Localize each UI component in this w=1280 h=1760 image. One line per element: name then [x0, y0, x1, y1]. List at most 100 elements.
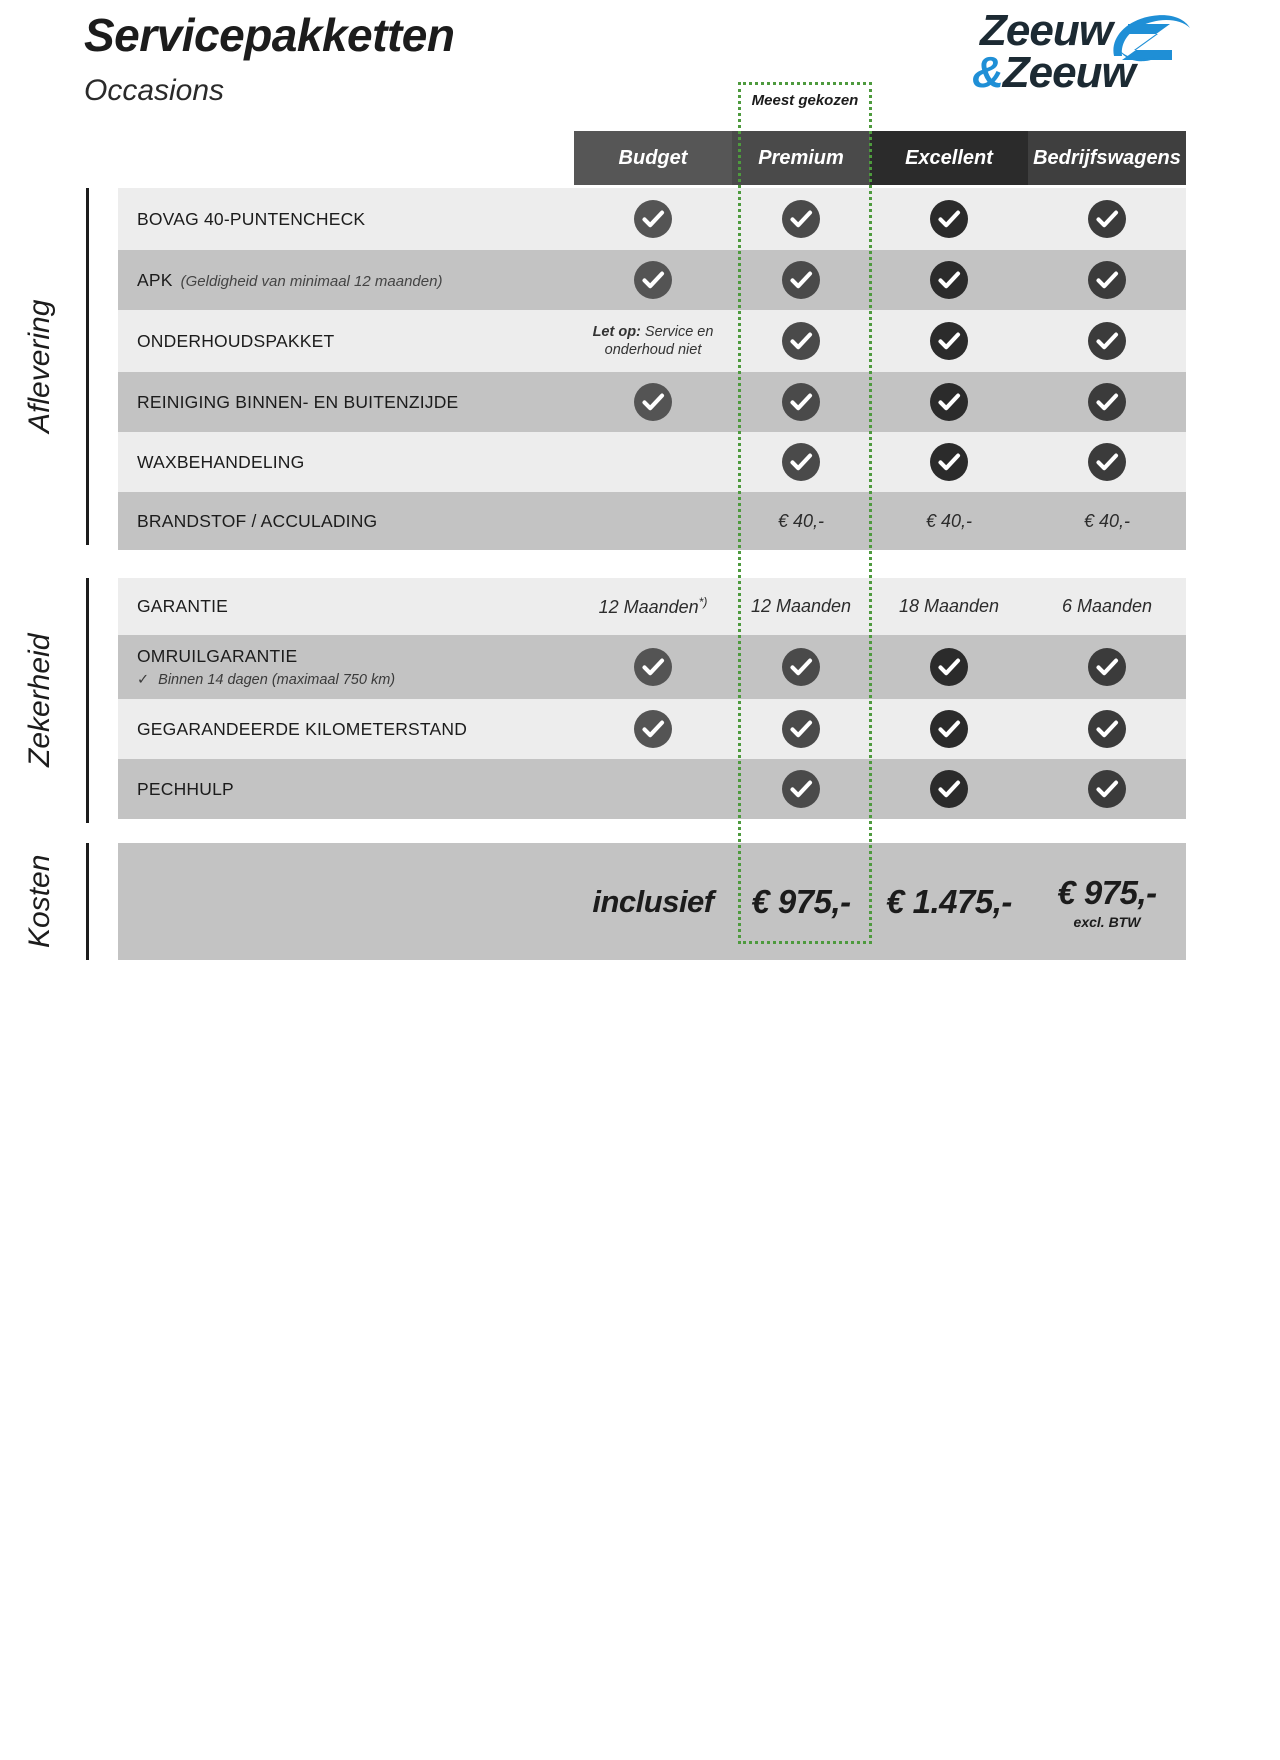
page-title: Servicepakketten: [84, 9, 455, 61]
rail-kosten: [86, 843, 89, 960]
cell-bedrijfswagens: [1028, 188, 1186, 250]
row-label-cell: REINIGING BINNEN- EN BUITENZIJDE: [118, 372, 574, 432]
check-icon: [634, 200, 672, 238]
rail-zekerheid: [86, 578, 89, 823]
column-header-budget[interactable]: Budget: [574, 131, 732, 185]
check-icon: [930, 322, 968, 360]
table-row: WAXBEHANDELING: [118, 432, 1186, 492]
cell-value: 12 Maanden: [750, 596, 852, 616]
check-icon: [1088, 710, 1126, 748]
cell-budget: [574, 492, 732, 550]
check-icon: [782, 770, 820, 808]
row-label-cell: BOVAG 40-PUNTENCHECK: [118, 188, 574, 250]
check-icon: [1088, 322, 1126, 360]
price-value: € 1.475,-: [886, 882, 1012, 920]
cell-value: € 40,-: [925, 510, 973, 531]
check-icon: [930, 261, 968, 299]
row-label-cell: OMRUILGARANTIE ✓ Binnen 14 dagen (maximaal…: [118, 635, 574, 699]
most-chosen-label: Meest gekozen: [751, 92, 859, 109]
cell-excellent: [870, 635, 1028, 699]
column-header-excellent[interactable]: Excellent: [870, 131, 1028, 185]
price-value: € 975,-: [751, 882, 851, 920]
check-icon: [1088, 383, 1126, 421]
check-icon-wrapper: [930, 383, 968, 421]
page-header: Servicepakketten Occasions: [0, 0, 1280, 130]
table-group-aflevering: BOVAG 40-PUNTENCHECK APK (Geldigheid van m…: [118, 188, 1186, 550]
check-icon: [930, 200, 968, 238]
table-row: REINIGING BINNEN- EN BUITENZIJDE: [118, 372, 1186, 432]
row-label-cell: GEGARANDEERDE KILOMETERSTAND: [118, 699, 574, 759]
check-icon: [782, 200, 820, 238]
row-label: REINIGING BINNEN- EN BUITENZIJDE: [137, 391, 459, 412]
cost-row: inclusief € 975,- € 1.475,- € 975,- excl. BT…: [118, 843, 1186, 960]
cell-premium: [732, 188, 870, 250]
check-icon-wrapper: [930, 648, 968, 686]
cell-excellent: [870, 250, 1028, 310]
check-icon: [1088, 261, 1126, 299]
row-sublabel: ✓ Binnen 14 dagen (maximaal 750 km): [137, 672, 396, 688]
cost-cell-budget: inclusief: [574, 843, 732, 960]
logo-line-2-text: Zeeuw: [1002, 48, 1136, 97]
table-row: ONDERHOUDSPAKKET Let op: Service en onder…: [118, 310, 1186, 372]
check-icon: [782, 261, 820, 299]
cell-bedrijfswagens: € 40,-: [1028, 492, 1186, 550]
check-icon-wrapper: [930, 322, 968, 360]
cost-cell-bedrijfswagens: € 975,- excl. BTW: [1028, 843, 1186, 960]
cell-premium: € 40,-: [732, 492, 870, 550]
cell-premium: [732, 372, 870, 432]
footnote-marker: *): [698, 595, 708, 609]
cell-budget: [574, 432, 732, 492]
table-row: APK (Geldigheid van minimaal 12 maanden): [118, 250, 1186, 310]
table-row: OMRUILGARANTIE ✓ Binnen 14 dagen (maximaal…: [118, 635, 1186, 699]
check-icon: [634, 383, 672, 421]
category-label-kosten: Kosten: [23, 854, 56, 949]
cell-bedrijfswagens: [1028, 372, 1186, 432]
row-label-cell: APK (Geldigheid van minimaal 12 maanden): [118, 250, 574, 310]
column-header-bedrijfswagens[interactable]: Bedrijfswagens: [1028, 131, 1186, 185]
check-icon: [1088, 200, 1126, 238]
logo-line-2: &Zeeuw: [972, 48, 1136, 98]
check-icon: [782, 322, 820, 360]
cell-bedrijfswagens: [1028, 310, 1186, 372]
cell-budget: 12 Maanden*): [574, 578, 732, 635]
table-row: PECHHULP: [118, 759, 1186, 819]
row-label: GARANTIE: [137, 596, 229, 616]
cell-premium: [732, 699, 870, 759]
check-icon-wrapper: [782, 200, 820, 238]
cell-budget: [574, 372, 732, 432]
check-icon: [930, 770, 968, 808]
check-icon-wrapper: [930, 261, 968, 299]
row-label: OMRUILGARANTIE: [137, 646, 298, 666]
rail-aflevering: [86, 188, 89, 545]
column-header-premium[interactable]: Premium: [732, 131, 870, 185]
check-icon: [1088, 770, 1126, 808]
check-icon-wrapper: [782, 322, 820, 360]
price-subnote: excl. BTW: [1073, 913, 1141, 930]
tick-icon: ✓: [137, 672, 150, 688]
check-icon-wrapper: [1088, 322, 1126, 360]
check-icon: [782, 383, 820, 421]
row-label-cell: WAXBEHANDELING: [118, 432, 574, 492]
cell-budget: [574, 699, 732, 759]
row-label: PECHHULP: [137, 778, 234, 799]
cell-excellent: [870, 432, 1028, 492]
logo-line-1: Zeeuw: [980, 6, 1113, 55]
cell-excellent: 18 Maanden: [870, 578, 1028, 635]
check-icon-wrapper: [782, 648, 820, 686]
check-icon-wrapper: [634, 383, 672, 421]
price-value: € 975,-: [1057, 873, 1157, 911]
table-row: GEGARANDEERDE KILOMETERSTAND: [118, 699, 1186, 759]
cell-premium: 12 Maanden: [732, 578, 870, 635]
cell-budget: [574, 188, 732, 250]
check-icon: [782, 443, 820, 481]
check-icon: [634, 261, 672, 299]
cell-bedrijfswagens: [1028, 699, 1186, 759]
check-icon-wrapper: [930, 770, 968, 808]
cost-cell-premium: € 975,-: [732, 843, 870, 960]
table-row: BRANDSTOF / ACCULADING € 40,- € 40,- € 40,-: [118, 492, 1186, 550]
check-icon-wrapper: [782, 383, 820, 421]
cost-row-label-cell: [118, 843, 574, 960]
check-icon: [634, 648, 672, 686]
row-label: ONDERHOUDSPAKKET: [137, 330, 335, 351]
row-label-cell: BRANDSTOF / ACCULADING: [118, 492, 574, 550]
